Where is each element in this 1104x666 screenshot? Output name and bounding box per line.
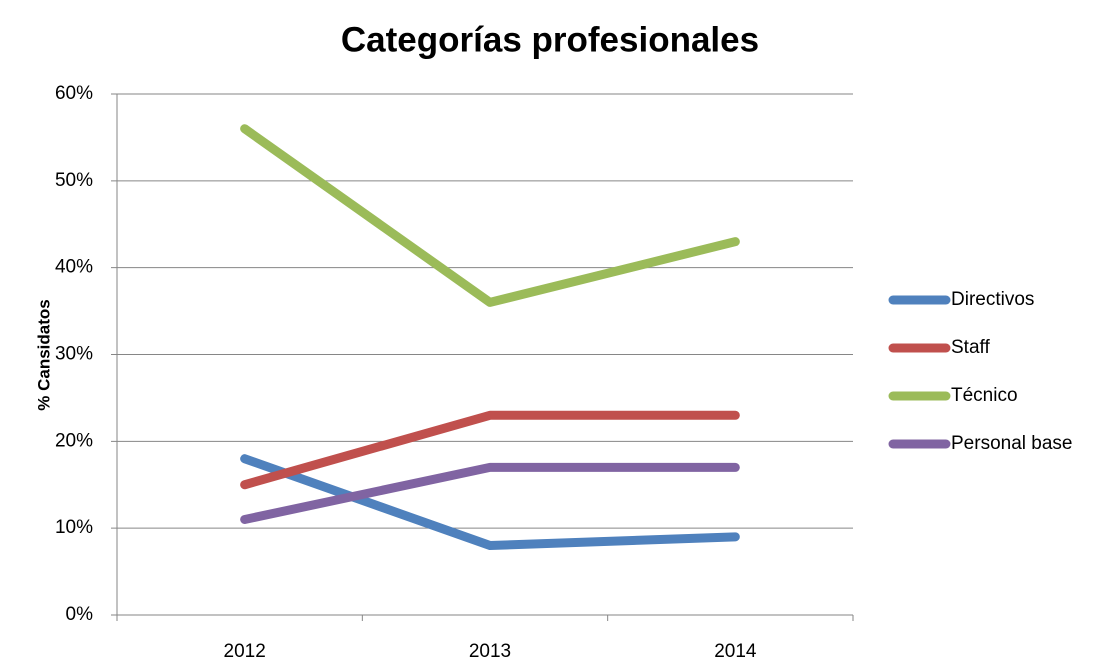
y-tick-label: 0% bbox=[66, 604, 94, 625]
chart-title: Categorías profesionales bbox=[341, 20, 759, 59]
series-line bbox=[240, 410, 740, 490]
legend-label: Staff bbox=[951, 337, 990, 358]
y-tick-label: 60% bbox=[55, 83, 93, 104]
x-tick-label: 2012 bbox=[224, 641, 266, 661]
legend-label: Personal base bbox=[951, 433, 1072, 454]
y-tick-label: 30% bbox=[55, 344, 93, 365]
x-tick-label: 2014 bbox=[714, 641, 757, 661]
y-axis-label: % Cansidatos bbox=[34, 299, 53, 410]
series-line bbox=[240, 454, 740, 551]
x-tick-label: 2013 bbox=[469, 641, 511, 661]
legend-label: Técnico bbox=[951, 385, 1018, 406]
series-line bbox=[240, 124, 740, 307]
y-tick-label: 40% bbox=[55, 257, 93, 278]
legend-label: Directivos bbox=[951, 289, 1034, 310]
series-line bbox=[240, 462, 740, 524]
y-tick-label: 20% bbox=[55, 430, 93, 451]
y-tick-label: 50% bbox=[55, 170, 93, 191]
y-tick-label: 10% bbox=[55, 517, 93, 538]
